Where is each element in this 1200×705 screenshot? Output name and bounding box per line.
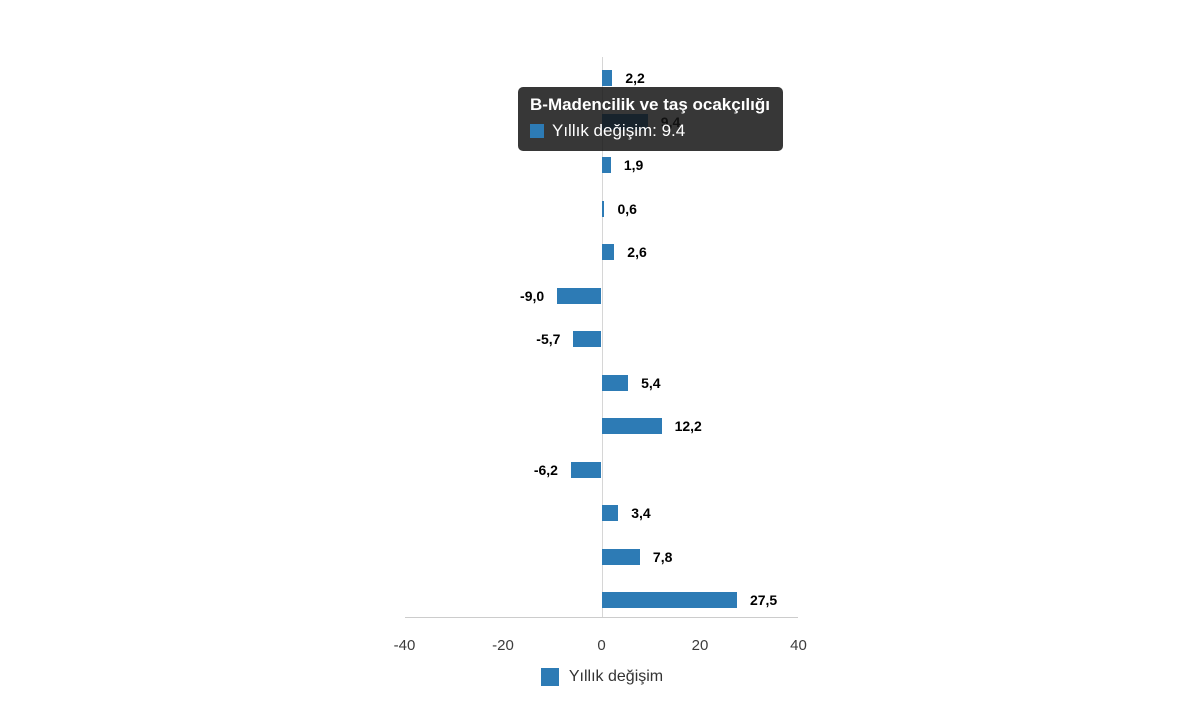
bar[interactable] <box>573 331 602 347</box>
legend-swatch-icon <box>540 668 559 686</box>
bar[interactable] <box>601 200 605 217</box>
x-tick-label: -20 <box>492 637 514 654</box>
bar[interactable] <box>601 418 662 434</box>
bar-value-label: 27,5 <box>749 592 778 608</box>
tooltip-value-label: Yıllık değişim: 9.4 <box>552 121 686 140</box>
bar[interactable] <box>557 287 602 304</box>
bar[interactable] <box>601 592 737 608</box>
legend[interactable]: Yıllık değişim <box>405 668 799 686</box>
bar-value-label: 0,6 <box>617 200 637 217</box>
bar[interactable] <box>601 157 611 173</box>
bar[interactable] <box>601 505 619 521</box>
zero-gridline <box>601 57 603 617</box>
bar-value-label: -6,2 <box>533 461 558 478</box>
bar-value-label: 12,2 <box>674 418 702 434</box>
bar[interactable] <box>601 548 640 565</box>
bar-value-label: 2,6 <box>627 244 647 260</box>
tooltip-title: B-Madencilik ve taş ocakçılığı <box>530 95 770 114</box>
x-tick-label: -40 <box>393 637 416 654</box>
bar-value-label: -5,7 <box>536 331 561 347</box>
bar[interactable] <box>601 244 615 260</box>
bar-value-label: 7,8 <box>652 548 673 565</box>
tooltip-series-swatch-icon <box>530 124 544 138</box>
bar-value-label: 2,2 <box>625 70 645 86</box>
bar-value-label: 5,4 <box>641 374 661 391</box>
bar[interactable] <box>570 461 602 478</box>
bar-value-label: 1,9 <box>623 157 644 173</box>
bar-value-label: 3,4 <box>631 505 651 521</box>
bar[interactable] <box>601 70 613 86</box>
x-axis-line <box>405 617 798 618</box>
x-tick-label: 40 <box>790 637 807 654</box>
x-tick-label: 20 <box>691 637 709 654</box>
bar[interactable] <box>601 374 629 391</box>
legend-label: Yıllık değişim <box>568 668 664 685</box>
x-tick-label: 0 <box>597 637 606 654</box>
tooltip: B-Madencilik ve taş ocakçılığı Yıllık de… <box>518 87 783 151</box>
bar-value-label: -9,0 <box>520 287 545 304</box>
